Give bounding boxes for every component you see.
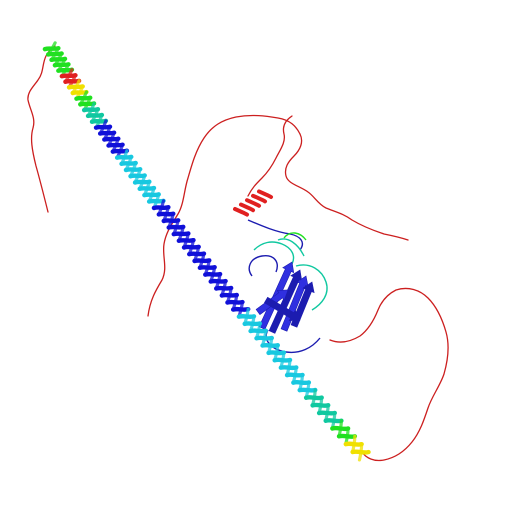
helix-turn-front <box>254 335 274 341</box>
helix-turn-front <box>78 101 97 107</box>
short-helix-turn <box>239 202 255 213</box>
helix-turn-front <box>323 418 344 424</box>
long-loop-right <box>284 133 409 241</box>
beta-strand-arrow <box>268 269 303 334</box>
loop-to-sheet <box>247 115 293 197</box>
helix-turn-front <box>181 244 201 250</box>
helix-turn-front <box>81 106 101 113</box>
helix-turn-front <box>161 218 181 224</box>
helix-turn-front <box>176 237 196 243</box>
helix-turn-front <box>192 258 212 264</box>
coil-regions <box>27 45 449 462</box>
sheet-loop <box>277 238 305 257</box>
helix-turn-front <box>146 198 166 204</box>
helix-turn-front <box>110 148 130 154</box>
helix-turn-front <box>119 160 138 167</box>
helix-turn-front <box>132 179 152 185</box>
long-loop-upper <box>147 114 301 317</box>
helix-turn-front <box>137 185 157 192</box>
helix-turn-front <box>142 192 161 198</box>
c-terminal-coil <box>329 287 449 462</box>
helix-turn-front <box>336 433 358 439</box>
helix-turn-front <box>343 441 364 447</box>
helix-turn-front <box>187 251 207 257</box>
helix-turn-front <box>248 328 268 334</box>
helix-turn-front <box>225 299 245 305</box>
helix-turn-front <box>197 265 217 271</box>
helix-turn-front <box>316 410 337 416</box>
helix-turn-front <box>266 350 287 356</box>
helix-turn-front <box>102 136 121 142</box>
helix-turn-front <box>310 402 331 408</box>
helix-turn-front <box>166 224 186 230</box>
helix-turn-front <box>236 313 257 320</box>
helix-turn-front <box>106 142 125 148</box>
helix-turn-front <box>123 166 143 173</box>
helix-turn-front <box>74 95 93 101</box>
helix-turn-front <box>156 211 176 217</box>
helix-turn-front <box>89 118 109 124</box>
helix-turn-front <box>93 124 113 130</box>
helix-turn-front <box>171 231 191 237</box>
helix-turn-front <box>230 306 251 312</box>
helix-turn-front <box>297 387 318 393</box>
helix-turn-front <box>303 395 324 401</box>
n-terminal-coil <box>27 45 56 213</box>
beta-sheet-domain <box>247 219 328 354</box>
sheet-loop <box>253 241 295 265</box>
helix-turn-front <box>291 379 312 386</box>
short-helix-turn <box>251 193 267 204</box>
helix-turn-front <box>242 321 263 327</box>
helix-turn-front <box>330 425 351 432</box>
sheet-loop <box>295 264 328 311</box>
helix-turn-front <box>203 271 223 277</box>
helix-turn-front <box>208 278 228 284</box>
helix-turn-front <box>128 173 147 179</box>
helix-turn-front <box>214 285 234 291</box>
sheet-loop <box>247 219 304 251</box>
helix-turn-front <box>284 372 305 378</box>
helix-turn-front <box>85 112 105 119</box>
short-helix-turn <box>245 198 261 208</box>
beta-strand-arrow <box>263 296 301 321</box>
helix-turn-front <box>260 342 280 348</box>
helix-turn-front <box>151 205 171 211</box>
sheet-loop <box>248 255 278 277</box>
helix-turn-front <box>114 154 134 160</box>
helix-turn-front <box>219 292 239 298</box>
sheet-loop <box>283 232 307 241</box>
short-helix-turn <box>257 189 273 199</box>
helix-turn-front <box>350 449 371 455</box>
short-red-helix <box>233 189 273 217</box>
long-alpha-helix <box>42 41 371 462</box>
helix-turn-front <box>272 357 293 363</box>
helix-turn-front <box>278 365 299 371</box>
helix-turn-front <box>97 130 117 136</box>
short-helix-turn <box>233 207 249 217</box>
